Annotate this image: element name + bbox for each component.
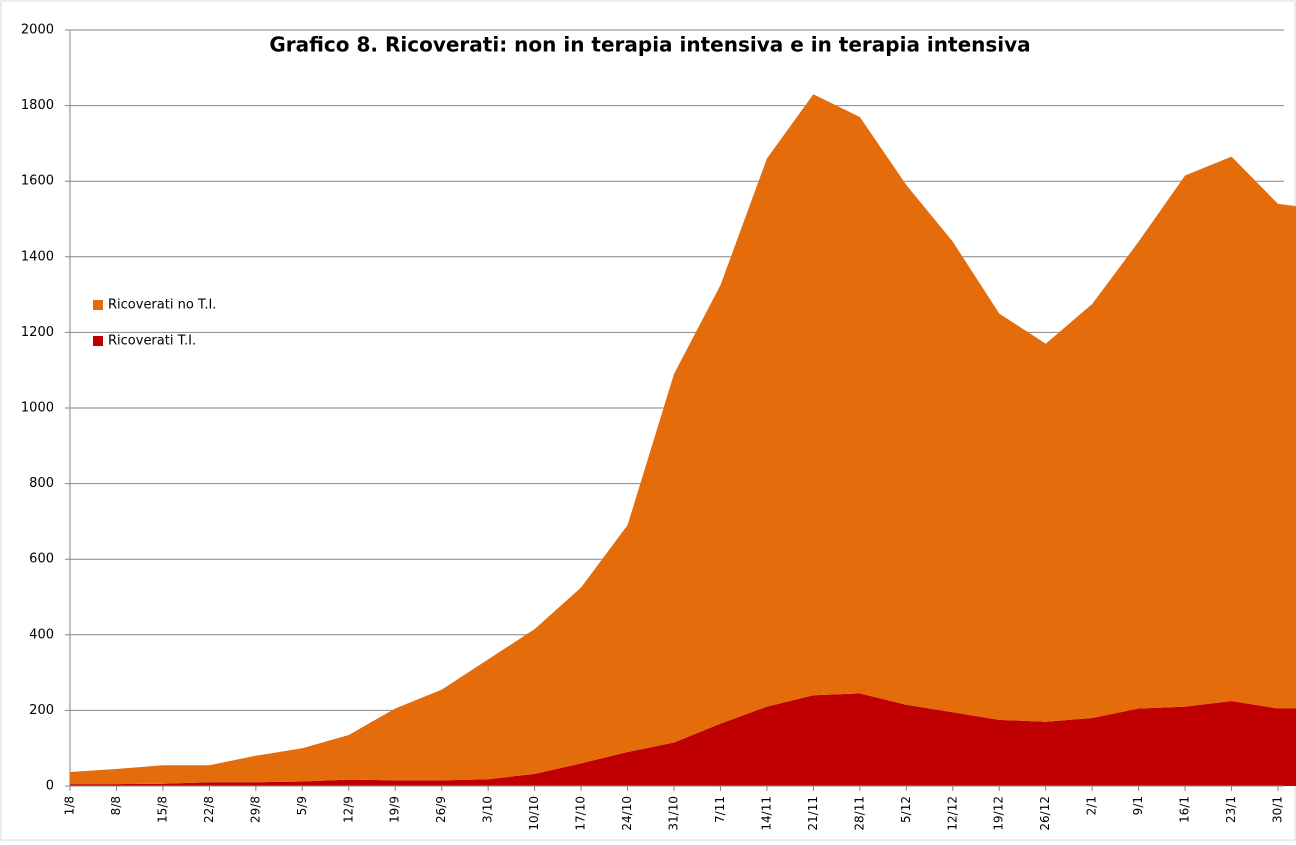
area xyxy=(70,693,1296,786)
x-tick-label: 21/11 xyxy=(806,796,820,831)
y-tick-label: 0 xyxy=(46,779,54,794)
x-tick-label: 14/11 xyxy=(759,796,773,831)
x-tick-label: 12/9 xyxy=(341,796,355,823)
x-tick-label: 26/12 xyxy=(1038,796,1052,831)
y-tick-label: 1200 xyxy=(21,325,54,340)
x-tick-label: 15/8 xyxy=(155,796,169,823)
chart-title: Grafico 8. Ricoverati: non in terapia in… xyxy=(269,33,1030,57)
x-tick-label: 19/12 xyxy=(992,796,1006,831)
x-tick-label: 24/10 xyxy=(620,796,634,831)
y-tick-label: 200 xyxy=(29,703,54,718)
y-tick-label: 800 xyxy=(29,476,54,491)
x-tick-label: 30/1 xyxy=(1271,796,1285,823)
x-tick-label: 2/1 xyxy=(1085,796,1099,815)
legend-swatch xyxy=(93,300,103,310)
x-tick-label: 5/9 xyxy=(295,796,309,815)
x-tick-label: 28/11 xyxy=(852,796,866,831)
x-tick-label: 1/8 xyxy=(63,796,77,815)
legend-label: Ricoverati no T.I. xyxy=(108,298,216,313)
x-tick-label: 8/8 xyxy=(109,796,123,815)
y-tick-label: 400 xyxy=(29,627,54,642)
y-tick-label: 1000 xyxy=(21,401,54,416)
x-tick-label: 16/1 xyxy=(1178,796,1192,823)
x-tick-label: 3/10 xyxy=(481,796,495,823)
x-tick-label: 9/1 xyxy=(1131,796,1145,815)
x-tick-label: 29/8 xyxy=(248,796,262,823)
y-tick-label: 1400 xyxy=(21,249,54,264)
y-tick-label: 2000 xyxy=(21,23,54,38)
x-tick-label: 31/10 xyxy=(667,796,681,831)
x-tick-label: 23/1 xyxy=(1224,796,1238,823)
legend-label: Ricoverati T.I. xyxy=(108,334,196,349)
x-tick-label: 26/9 xyxy=(434,796,448,823)
x-tick-label: 7/11 xyxy=(713,796,727,823)
y-tick-label: 1800 xyxy=(21,98,54,113)
x-tick-label: 10/10 xyxy=(527,796,541,831)
y-tick-label: 1600 xyxy=(21,174,54,189)
area xyxy=(70,94,1296,785)
x-tick-label: 5/12 xyxy=(899,796,913,823)
legend-swatch xyxy=(93,336,103,346)
x-tick-label: 22/8 xyxy=(202,796,216,823)
x-tick-label: 12/12 xyxy=(945,796,959,831)
y-tick-label: 600 xyxy=(29,552,54,567)
x-tick-label: 19/9 xyxy=(388,796,402,823)
x-tick-label: 17/10 xyxy=(574,796,588,831)
